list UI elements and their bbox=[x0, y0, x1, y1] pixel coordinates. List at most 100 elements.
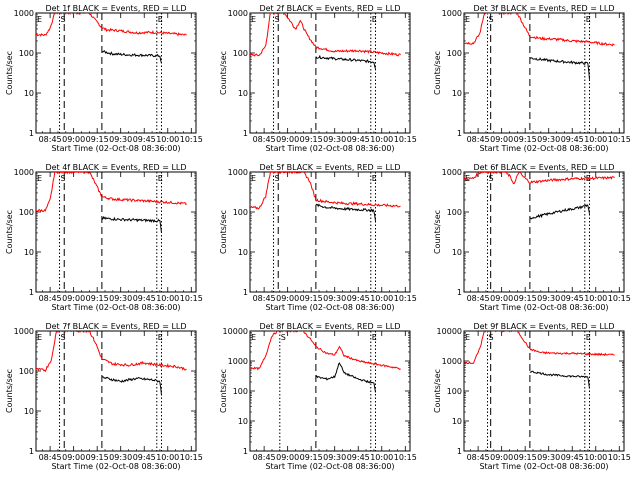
x-tick-label: 09:45 bbox=[347, 135, 370, 144]
event-marker-label: E bbox=[586, 333, 591, 342]
x-tick-label: 09:15 bbox=[300, 453, 323, 462]
lld-rate-line bbox=[36, 13, 187, 37]
event-rate-line bbox=[315, 362, 376, 393]
x-tick-label: 09:30 bbox=[537, 294, 560, 303]
x-tick-label: 09:00 bbox=[276, 294, 299, 303]
x-tick-label: 10:00 bbox=[370, 453, 393, 462]
x-tick-label: 09:45 bbox=[133, 135, 156, 144]
y-tick-label: 100 bbox=[19, 49, 34, 58]
y-axis-label: Counts/sec bbox=[5, 210, 14, 254]
chart-title: Det 2f BLACK = Events, RED = LLD bbox=[259, 4, 400, 13]
x-tick-label: 08:45 bbox=[467, 135, 490, 144]
lld-rate-line bbox=[250, 13, 401, 57]
chart-title: Det 1f BLACK = Events, RED = LLD bbox=[45, 4, 186, 13]
event-marker-label: E bbox=[37, 333, 42, 342]
x-axis-label: Start Time (02-Oct-08 08:36:00) bbox=[51, 144, 180, 153]
y-tick-label: 100 bbox=[447, 387, 462, 396]
chart-title: Det 9f BLACK = Events, RED = LLD bbox=[473, 322, 614, 331]
y-tick-label: 1 bbox=[29, 447, 34, 456]
event-marker-label: S bbox=[61, 333, 66, 342]
x-tick-label: 10:00 bbox=[156, 135, 179, 144]
x-tick-label: 10:15 bbox=[394, 294, 417, 303]
y-tick-label: 1 bbox=[457, 288, 462, 297]
chart-title: Det 8f BLACK = Events, RED = LLD bbox=[259, 322, 400, 331]
lld-rate-line bbox=[250, 331, 401, 371]
chart-title: Det 5f BLACK = Events, RED = LLD bbox=[259, 163, 400, 172]
x-tick-label: 08:45 bbox=[467, 453, 490, 462]
x-tick-label: 10:15 bbox=[608, 135, 631, 144]
x-tick-label: 08:45 bbox=[253, 294, 276, 303]
y-tick-label: 100 bbox=[447, 208, 462, 217]
y-axis-label: Counts/sec bbox=[219, 210, 228, 254]
y-axis-label: Counts/sec bbox=[219, 369, 228, 413]
event-marker-label: E bbox=[372, 333, 377, 342]
x-tick-label: 10:00 bbox=[584, 453, 607, 462]
x-tick-label: 09:15 bbox=[300, 294, 323, 303]
y-tick-label: 100 bbox=[233, 387, 248, 396]
x-tick-label: 08:45 bbox=[467, 294, 490, 303]
lld-rate-line bbox=[464, 13, 615, 47]
x-tick-label: 09:45 bbox=[561, 135, 584, 144]
y-tick-label: 10 bbox=[452, 89, 462, 98]
y-tick-label: 1000 bbox=[14, 168, 34, 177]
x-tick-label: 10:00 bbox=[584, 294, 607, 303]
x-tick-label: 09:15 bbox=[514, 453, 537, 462]
chart-title: Det 4f BLACK = Events, RED = LLD bbox=[45, 163, 186, 172]
x-tick-label: 09:30 bbox=[323, 453, 346, 462]
y-tick-label: 1 bbox=[457, 447, 462, 456]
plot-frame bbox=[249, 330, 411, 452]
y-tick-label: 100 bbox=[233, 208, 248, 217]
y-tick-label: 10 bbox=[452, 417, 462, 426]
event-rate-line bbox=[315, 203, 376, 221]
event-rate-line bbox=[529, 370, 590, 389]
event-marker-label: E bbox=[251, 333, 256, 342]
lld-rate-line bbox=[36, 331, 187, 373]
chart-title: Det 6f BLACK = Events, RED = LLD bbox=[473, 163, 614, 172]
y-tick-label: 100 bbox=[447, 49, 462, 58]
x-tick-label: 10:00 bbox=[370, 294, 393, 303]
x-tick-label: 09:00 bbox=[62, 135, 85, 144]
y-tick-label: 1000 bbox=[442, 168, 462, 177]
y-tick-label: 100 bbox=[233, 49, 248, 58]
x-tick-label: 09:00 bbox=[62, 294, 85, 303]
y-tick-label: 1000 bbox=[228, 357, 248, 366]
chart-panel-5: Det 5f BLACK = Events, RED = LLD 1 10 100 10… bbox=[219, 163, 417, 312]
event-marker-label: E bbox=[251, 15, 256, 24]
event-marker-label: E bbox=[251, 174, 256, 183]
x-tick-label: 09:00 bbox=[490, 135, 513, 144]
lld-rate-line bbox=[464, 172, 615, 185]
event-rate-line bbox=[315, 54, 376, 70]
chart-panel-3: Det 3f BLACK = Events, RED = LLD 1 10 100 10… bbox=[433, 4, 631, 153]
x-tick-label: 09:30 bbox=[109, 294, 132, 303]
y-tick-label: 1 bbox=[29, 129, 34, 138]
event-marker-label: E bbox=[158, 333, 163, 342]
event-rate-line bbox=[101, 49, 162, 64]
y-tick-label: 1 bbox=[243, 447, 248, 456]
event-marker-label: E bbox=[372, 174, 377, 183]
event-marker-label: E bbox=[158, 15, 163, 24]
event-marker-label: S bbox=[61, 15, 66, 24]
event-marker-label: S bbox=[281, 333, 286, 342]
event-marker-label: E bbox=[372, 15, 377, 24]
x-tick-label: 09:15 bbox=[514, 135, 537, 144]
x-tick-label: 09:15 bbox=[300, 135, 323, 144]
x-tick-label: 08:45 bbox=[253, 135, 276, 144]
x-tick-label: 09:30 bbox=[109, 135, 132, 144]
y-tick-label: 10 bbox=[24, 407, 34, 416]
y-tick-label: 10000 bbox=[223, 327, 248, 336]
event-marker-label: S bbox=[275, 15, 280, 24]
lld-rate-line bbox=[36, 172, 187, 213]
event-marker-label: S bbox=[275, 174, 280, 183]
chart-title: Det 3f BLACK = Events, RED = LLD bbox=[473, 4, 614, 13]
x-tick-label: 10:15 bbox=[608, 294, 631, 303]
x-tick-label: 10:00 bbox=[156, 453, 179, 462]
x-tick-label: 09:15 bbox=[86, 453, 109, 462]
x-tick-label: 09:00 bbox=[490, 453, 513, 462]
event-marker-label: E bbox=[465, 333, 470, 342]
x-tick-label: 09:15 bbox=[514, 294, 537, 303]
event-rate-line bbox=[101, 215, 162, 233]
x-tick-label: 10:15 bbox=[180, 453, 203, 462]
event-rate-line bbox=[529, 57, 590, 80]
event-marker-label: S bbox=[61, 174, 66, 183]
